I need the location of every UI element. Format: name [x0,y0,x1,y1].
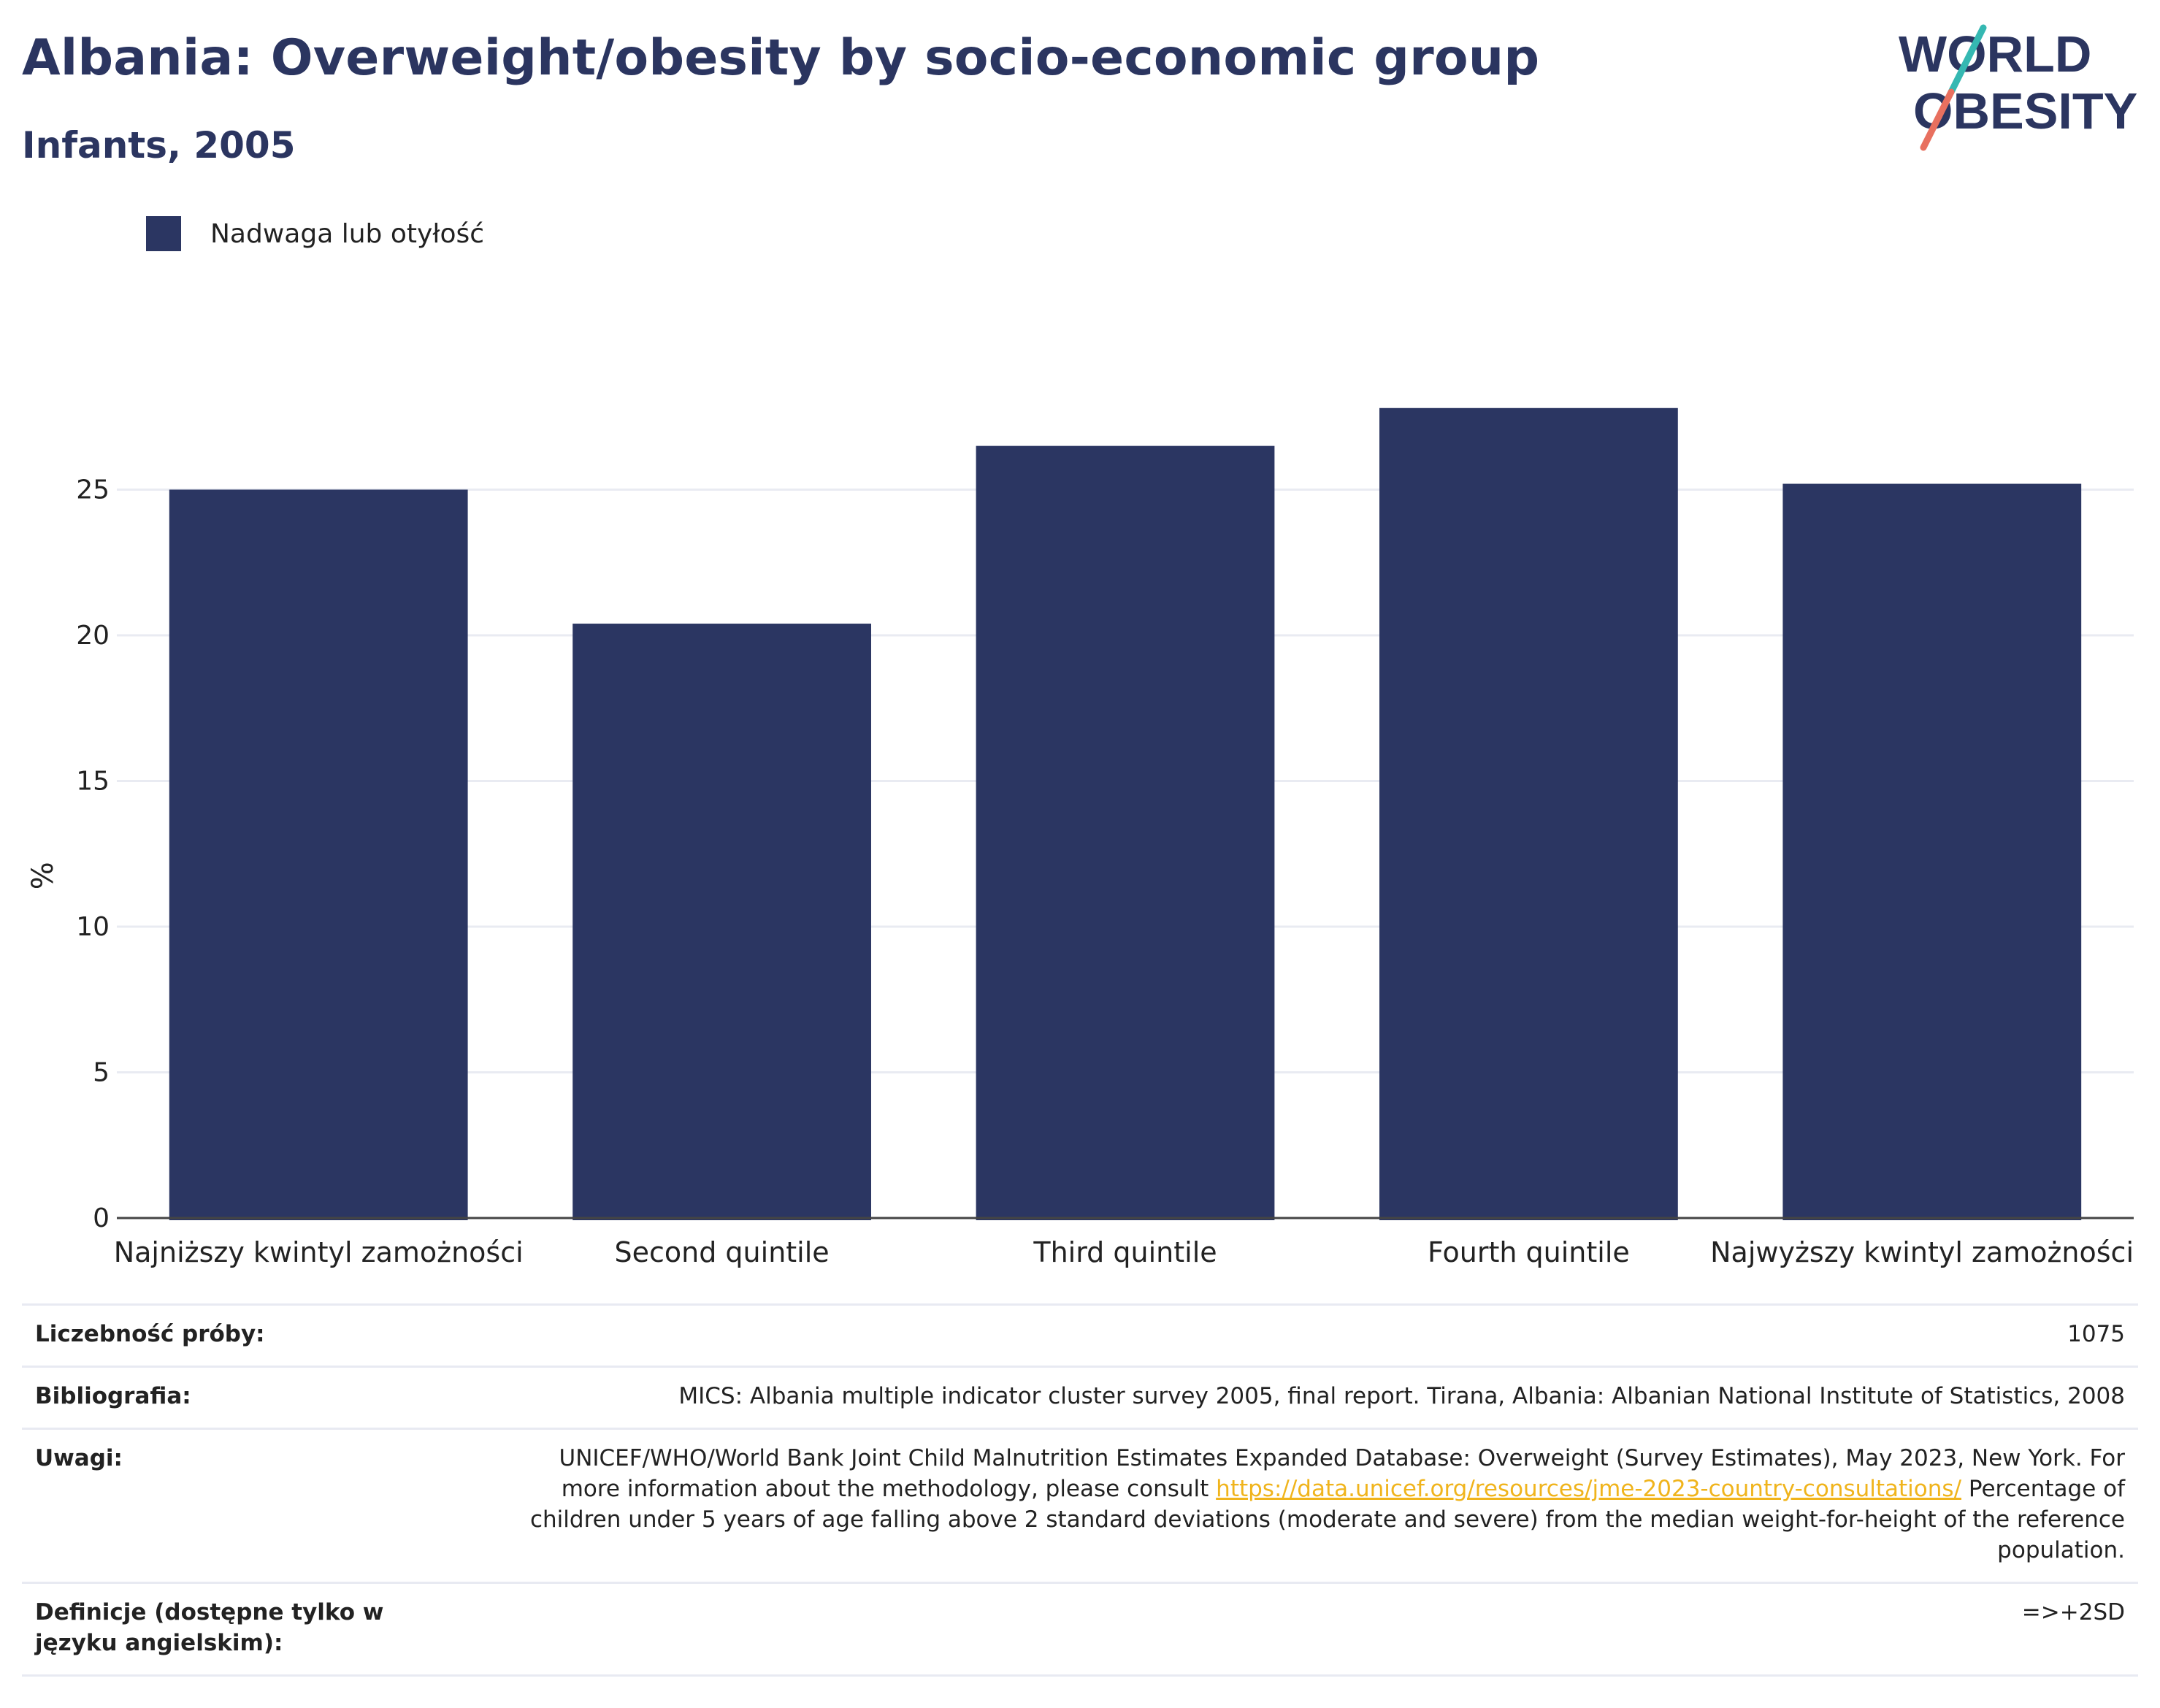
x-tick-label: Najwyższy kwintyl zamożności [1710,1236,2134,1268]
y-tick-label: 25 [76,475,110,505]
meta-key: Liczebność próby: [22,1303,486,1368]
chart-legend: Nadwaga lub otyłość [146,216,484,251]
bar-chart: 0 5 10 15 20 25% Najniższy kwintyl zamożności S… [26,407,2134,1268]
world-obesity-logo: WORLD OBESITY [1899,24,2137,151]
y-tick-label: 10 [76,912,110,942]
y-tick-label: 5 [93,1058,110,1088]
chart-subtitle: Infants, 2005 [22,124,296,166]
logo-line1: WORLD [1899,26,2091,83]
bar [1379,407,1678,1220]
methodology-link[interactable]: https://data.unicef.org/resources/jme-20… [1216,1476,1962,1502]
meta-value: UNICEF/WHO/World Bank Joint Child Malnut… [486,1428,2138,1584]
meta-value: MICS: Albania multiple indicator cluster… [486,1366,2138,1430]
y-tick-label: 0 [93,1203,110,1233]
metadata-table: Liczebność próby: 1075 Bibliografia: MIC… [22,1303,2138,1677]
y-axis-label: % [26,862,60,889]
y-tick-label: 20 [76,621,110,651]
bar [169,489,468,1220]
meta-row-notes: Uwagi: UNICEF/WHO/World Bank Joint Child… [22,1428,2138,1584]
x-tick-label: Third quintile [1033,1236,1217,1268]
meta-row-bibliography: Bibliografia: MICS: Albania multiple ind… [22,1366,2138,1430]
chart-title: Albania: Overweight/obesity by socio-eco… [22,29,1540,87]
logo-slash-teal [1948,24,1987,96]
legend-swatch [146,216,181,251]
meta-key: Definicje (dostępne tylko w języku angie… [22,1582,486,1677]
notes-text: UNICEF/WHO/World Bank Joint Child Malnut… [559,1445,2126,1502]
notes-text-2: Percentage of children under 5 years of … [529,1476,2125,1563]
x-tick-label: Second quintile [615,1236,830,1268]
legend-label: Nadwaga lub otyłość [210,218,485,249]
bar [572,624,871,1220]
x-tick-label: Fourth quintile [1428,1236,1630,1268]
meta-value: 1075 [486,1303,2138,1368]
y-tick-label: 15 [76,767,110,797]
meta-key: Uwagi: [22,1428,486,1584]
meta-key: Bibliografia: [22,1366,486,1430]
bar [1782,483,2082,1220]
meta-value: =>+2SD [486,1582,2138,1677]
meta-row-definitions: Definicje (dostępne tylko w języku angie… [22,1582,2138,1677]
logo-slash-coral [1920,88,1955,151]
meta-row-sample-size: Liczebność próby: 1075 [22,1303,2138,1368]
x-tick-label: Najniższy kwintyl zamożności [114,1236,524,1268]
bar [976,445,1275,1220]
